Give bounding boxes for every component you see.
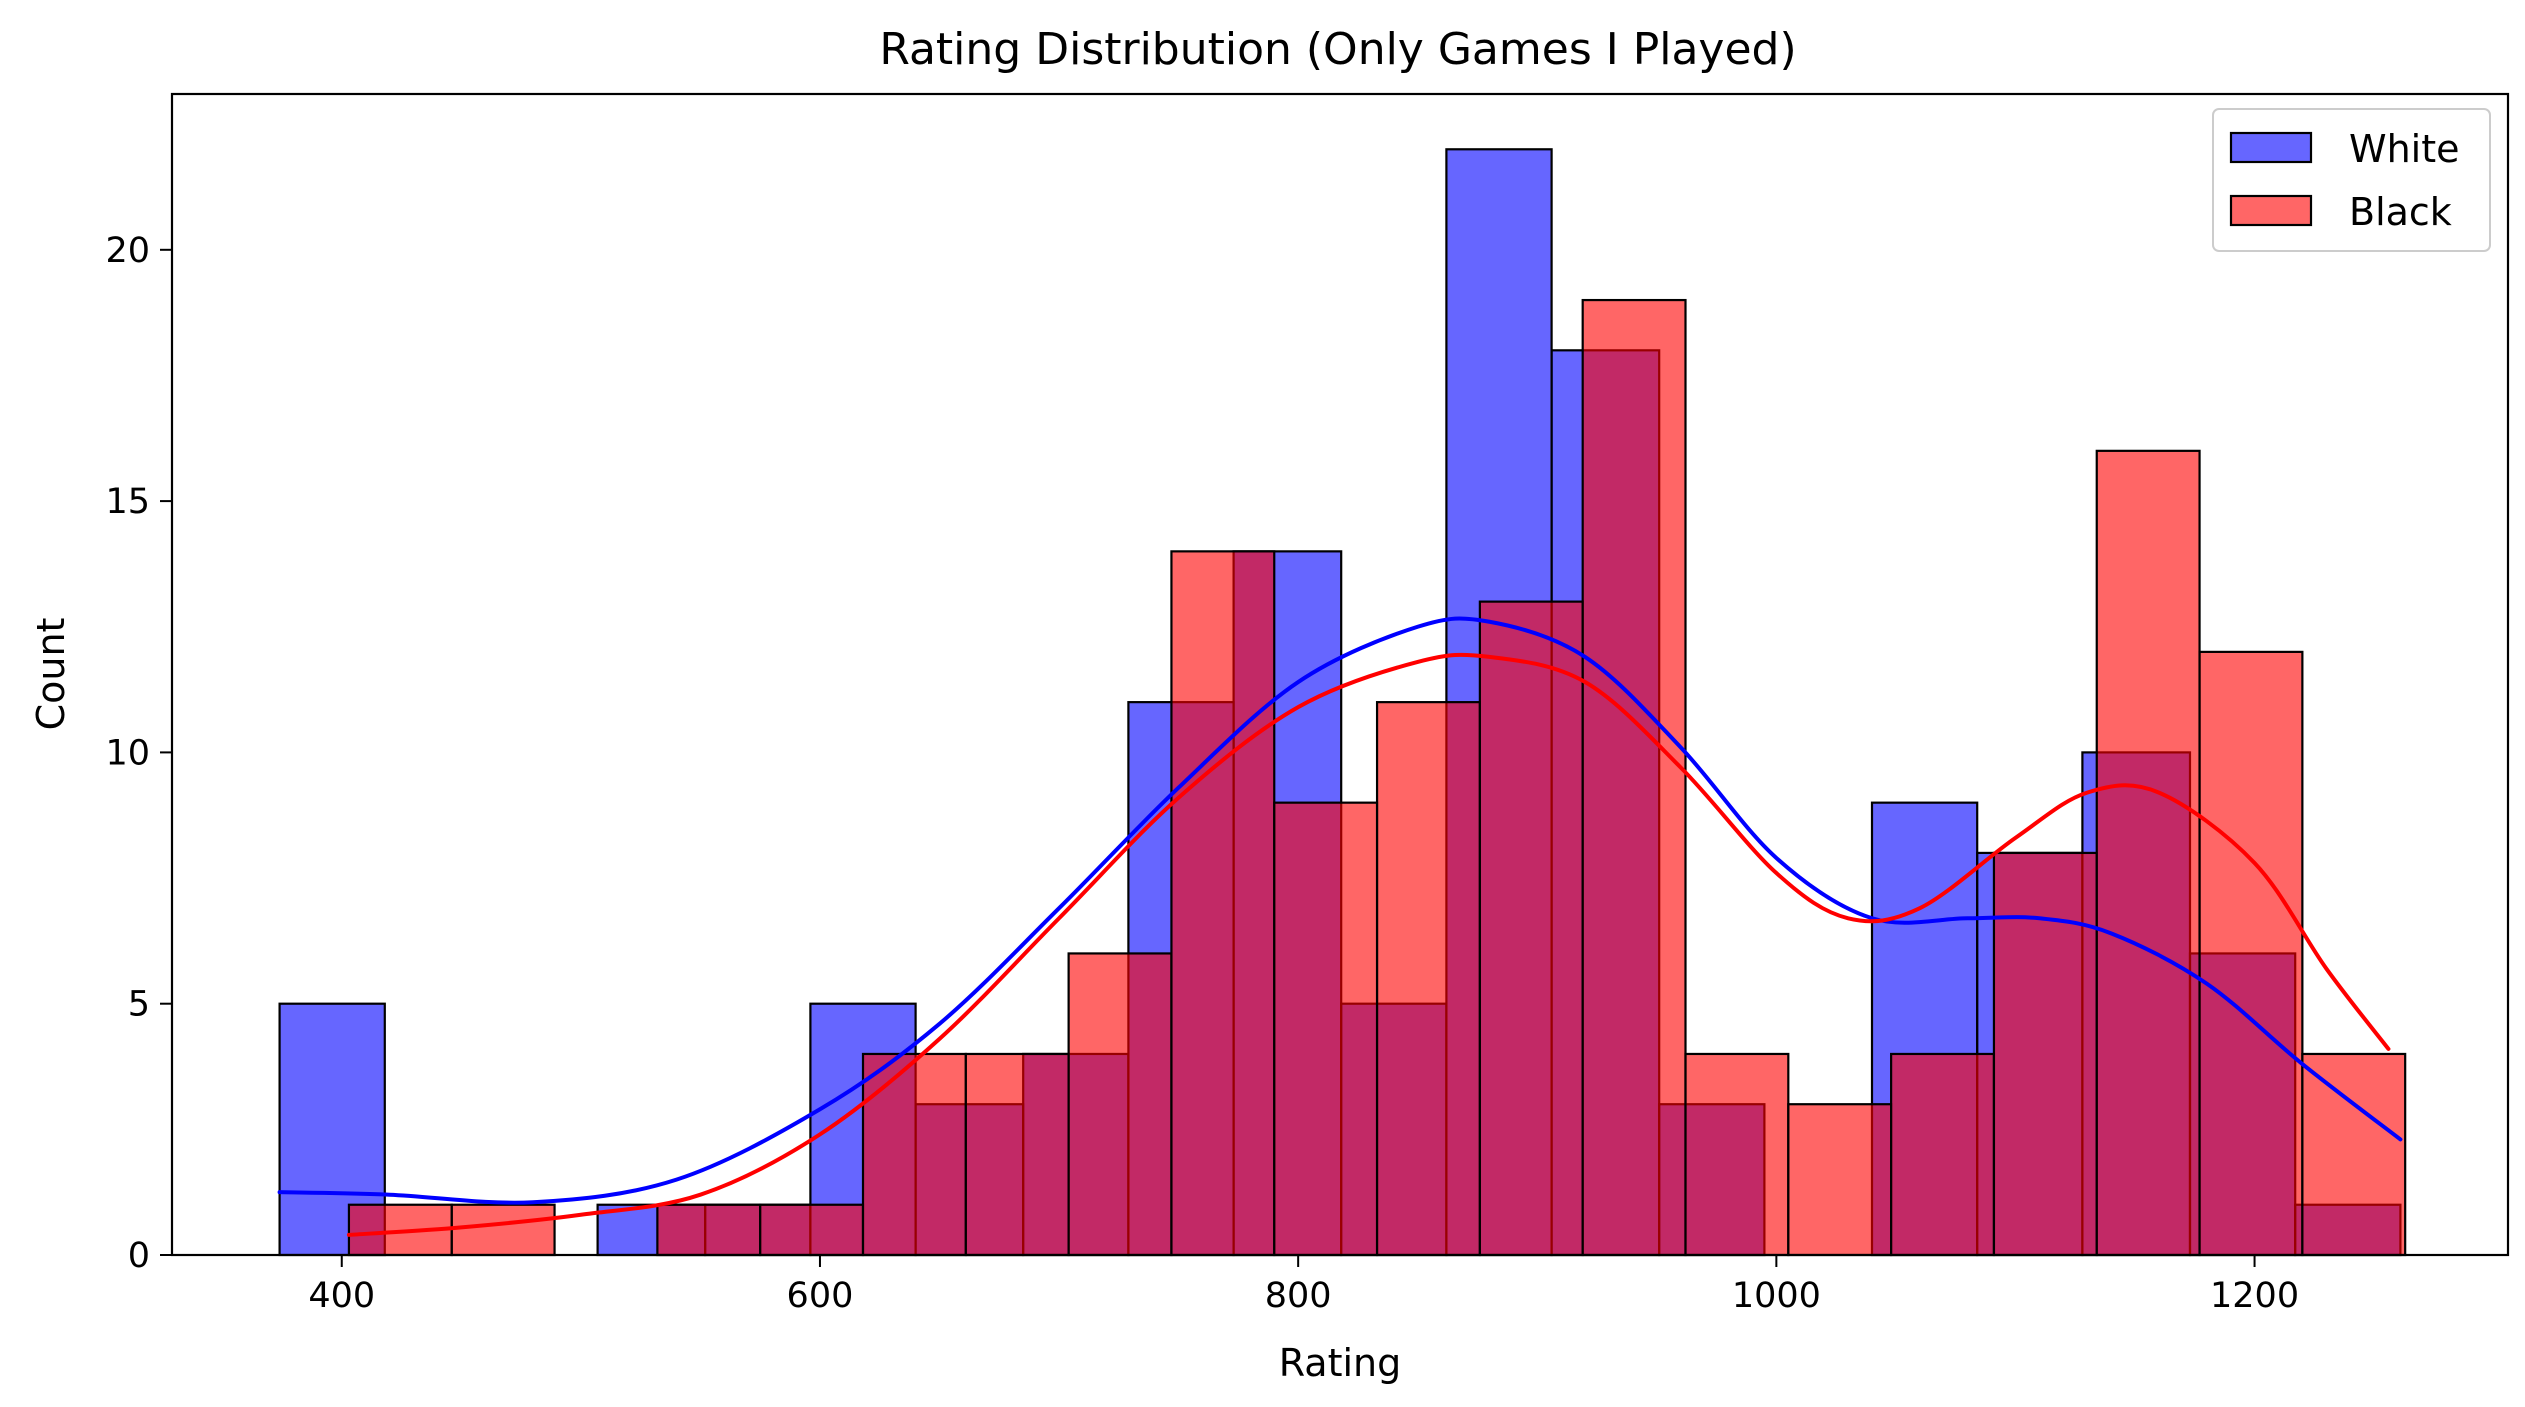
bar-black-1 xyxy=(450,1203,556,1257)
bar-black-14 xyxy=(1787,1103,1893,1257)
y-axis-label: Count xyxy=(29,618,73,731)
kde-layer xyxy=(277,616,2403,1237)
bars-layer xyxy=(278,148,2407,1257)
legend-swatch-black xyxy=(2229,194,2313,227)
x-tick-label: 800 xyxy=(1265,1276,1332,1316)
x-tick-label: 600 xyxy=(787,1276,854,1316)
bar-black-11 xyxy=(1478,600,1584,1257)
bar-black-13 xyxy=(1684,1052,1790,1257)
bar-black-15 xyxy=(1890,1052,1996,1257)
x-axis-label: Rating xyxy=(1279,1341,1402,1385)
bar-black-4 xyxy=(759,1203,865,1257)
bar-black-12 xyxy=(1581,298,1687,1257)
bar-black-19 xyxy=(2301,1052,2407,1257)
y-tick-label: 10 xyxy=(105,733,150,773)
y-tick-label: 15 xyxy=(105,482,150,522)
bar-black-7 xyxy=(1067,952,1173,1257)
bar-black-6 xyxy=(964,1052,1070,1257)
legend-swatch-white xyxy=(2229,131,2313,164)
bar-black-16 xyxy=(1992,851,2098,1257)
bar-black-18 xyxy=(2198,650,2304,1257)
bar-black-10 xyxy=(1375,701,1481,1257)
y-tick-label: 5 xyxy=(128,985,150,1025)
legend-label-black: Black xyxy=(2349,190,2452,234)
bar-black-17 xyxy=(2095,449,2201,1257)
bars-black xyxy=(347,298,2407,1257)
bar-black-3 xyxy=(656,1203,762,1257)
y-tick-label: 20 xyxy=(105,231,150,271)
bar-black-5 xyxy=(861,1052,967,1257)
chart-title: Rating Distribution (Only Games I Played… xyxy=(879,24,1796,75)
x-tick-label: 1200 xyxy=(2210,1276,2299,1316)
y-tick-label: 0 xyxy=(128,1236,150,1276)
x-tick-label: 1000 xyxy=(1732,1276,1821,1316)
kde-line-white xyxy=(277,616,2403,1205)
kde-line-black xyxy=(346,652,2391,1237)
plot-frame xyxy=(170,92,2510,1257)
x-tick-label: 400 xyxy=(308,1276,375,1316)
axes-layer: 400 600 800 1000 1200 0 5 10 15 20 xyxy=(105,231,2299,1316)
bar-black-8 xyxy=(1170,550,1276,1257)
bar-black-9 xyxy=(1273,801,1379,1257)
legend: White Black xyxy=(2212,108,2491,252)
legend-label-white: White xyxy=(2349,127,2460,171)
